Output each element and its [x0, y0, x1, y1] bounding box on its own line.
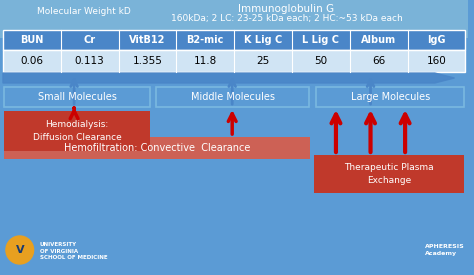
- Text: Hemodialysis:
Diffusion Clearance: Hemodialysis: Diffusion Clearance: [33, 120, 121, 142]
- Text: K Lig C: K Lig C: [244, 35, 282, 45]
- Bar: [3, 50, 465, 72]
- Text: 66: 66: [372, 56, 385, 66]
- Text: Hemofiltration: Convective  Clearance: Hemofiltration: Convective Clearance: [64, 143, 250, 153]
- Text: B2-mic: B2-mic: [187, 35, 224, 45]
- Bar: [4, 111, 150, 151]
- Text: 1.355: 1.355: [133, 56, 163, 66]
- Text: Immunoglobulin G: Immunoglobulin G: [238, 4, 335, 14]
- Bar: [4, 87, 150, 107]
- Text: 0.06: 0.06: [20, 56, 43, 66]
- Text: IgG: IgG: [427, 35, 446, 45]
- Text: VitB12: VitB12: [129, 35, 165, 45]
- Bar: [0, 38, 468, 275]
- Polygon shape: [3, 73, 455, 83]
- Text: 0.113: 0.113: [75, 56, 105, 66]
- Text: L Lig C: L Lig C: [302, 35, 339, 45]
- Text: APHERESIS
Academy: APHERESIS Academy: [425, 244, 465, 255]
- Text: BUN: BUN: [20, 35, 44, 45]
- Circle shape: [6, 236, 34, 264]
- Text: Small Molecules: Small Molecules: [37, 92, 117, 102]
- Text: 50: 50: [314, 56, 328, 66]
- Bar: [3, 30, 465, 50]
- Text: 11.8: 11.8: [194, 56, 217, 66]
- Text: 160: 160: [427, 56, 447, 66]
- Text: Album: Album: [361, 35, 396, 45]
- Text: 160kDa; 2 LC: 23-25 kDa each; 2 HC:~53 kDa each: 160kDa; 2 LC: 23-25 kDa each; 2 HC:~53 k…: [171, 14, 402, 23]
- Text: UNIVERSITY
OF VIRGINIA
SCHOOL OF MEDICINE: UNIVERSITY OF VIRGINIA SCHOOL OF MEDICIN…: [39, 242, 107, 260]
- Text: Middle Molecules: Middle Molecules: [191, 92, 275, 102]
- Bar: [4, 137, 310, 159]
- Text: Cr: Cr: [83, 35, 96, 45]
- Bar: [314, 155, 465, 193]
- Text: Molecular Weight kD: Molecular Weight kD: [37, 7, 131, 16]
- Text: 25: 25: [256, 56, 270, 66]
- Text: Large Molecules: Large Molecules: [351, 92, 430, 102]
- Bar: [156, 87, 309, 107]
- Text: V: V: [16, 245, 24, 255]
- Bar: [0, 0, 468, 38]
- Text: Therapeutic Plasma
Exchange: Therapeutic Plasma Exchange: [345, 163, 434, 185]
- Bar: [316, 87, 465, 107]
